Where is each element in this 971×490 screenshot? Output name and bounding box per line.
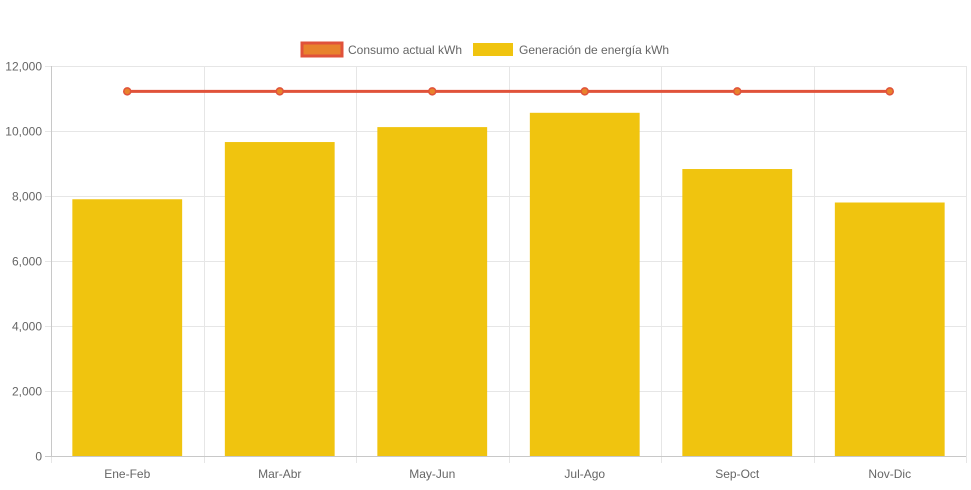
legend-label-line: Consumo actual kWh	[348, 43, 462, 57]
bar[interactable]	[72, 199, 183, 456]
legend-swatch-bar	[473, 43, 513, 56]
x-tick-label: Jul-Ago	[564, 467, 605, 481]
legend-label-bar: Generación de energía kWh	[519, 43, 669, 57]
y-tick-label: 0	[35, 450, 42, 464]
bar-series	[72, 112, 945, 457]
y-tick-label: 6,000	[12, 255, 42, 269]
y-tick-label: 12,000	[5, 60, 42, 74]
line-series	[123, 87, 894, 96]
legend-item-line[interactable]: Consumo actual kWh	[300, 41, 462, 58]
x-tick-label: May-Jun	[409, 467, 455, 481]
y-tick-label: 8,000	[12, 190, 42, 204]
line-point[interactable]	[885, 87, 894, 96]
line-point[interactable]	[275, 87, 284, 96]
axes: 0 2,000 4,000 6,000 8,000 10,000 12,000 Ene-Feb…	[5, 60, 966, 481]
bar[interactable]	[529, 112, 640, 457]
y-tick-label: 10,000	[5, 125, 42, 139]
legend-swatch-line	[300, 41, 344, 58]
x-tick-label: Sep-Oct	[715, 467, 760, 481]
bar[interactable]	[834, 202, 945, 457]
grid	[45, 66, 967, 463]
x-tick-label: Nov-Dic	[868, 467, 911, 481]
y-tick-label: 4,000	[12, 320, 42, 334]
line-point[interactable]	[123, 87, 132, 96]
x-tick-label: Mar-Abr	[258, 467, 301, 481]
legend-item-bar[interactable]: Generación de energía kWh	[473, 43, 669, 57]
line-point[interactable]	[580, 87, 589, 96]
bar[interactable]	[224, 142, 335, 457]
x-tick-label: Ene-Feb	[104, 467, 150, 481]
y-tick-label: 2,000	[12, 385, 42, 399]
bar[interactable]	[682, 169, 793, 456]
line-point[interactable]	[428, 87, 437, 96]
line-point[interactable]	[733, 87, 742, 96]
legend[interactable]: Consumo actual kWh Generación de energía…	[300, 41, 669, 58]
bar[interactable]	[377, 127, 488, 456]
